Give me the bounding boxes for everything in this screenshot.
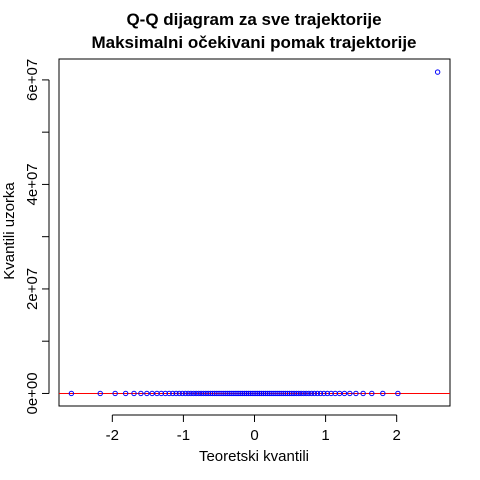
data-point — [369, 390, 375, 397]
plot-area — [58, 58, 451, 407]
data-point — [306, 390, 312, 397]
data-point — [173, 390, 179, 397]
data-point — [112, 390, 118, 397]
x-tick-label: 0 — [250, 427, 258, 444]
plot-frame — [58, 58, 451, 407]
data-point — [162, 390, 169, 397]
data-point — [341, 390, 348, 397]
x-tick-label: -2 — [106, 427, 119, 444]
data-point — [97, 390, 103, 397]
data-point — [193, 390, 199, 397]
data-point — [185, 390, 191, 397]
data-point — [380, 390, 386, 397]
y-tick-label: 2e+07 — [24, 268, 41, 310]
x-tick-label: 1 — [321, 427, 329, 444]
chart-subtitle: Maksimalni očekivani pomak trajektorije — [91, 33, 416, 52]
data-point — [245, 390, 252, 397]
data-point — [360, 390, 366, 397]
data-point — [434, 69, 441, 75]
data-point — [262, 390, 269, 397]
data-point — [260, 390, 267, 397]
data-point — [238, 390, 244, 397]
data-point — [253, 390, 259, 397]
x-tick-label: 2 — [393, 427, 401, 444]
data-point — [314, 390, 321, 397]
data-point — [166, 390, 172, 397]
data-point — [317, 390, 324, 397]
data-point — [395, 390, 401, 397]
data-point — [170, 390, 176, 397]
data-point — [190, 390, 197, 397]
data-point — [303, 390, 309, 397]
data-point — [144, 390, 150, 397]
y-axis: 0e+00 2e+07 4e+07 6e+07 — [24, 59, 50, 415]
data-point — [249, 390, 255, 397]
data-point — [68, 390, 75, 397]
data-point — [255, 390, 261, 397]
y-tick-label: 0e+00 — [24, 372, 41, 414]
data-point — [247, 390, 253, 397]
data-point — [131, 390, 137, 397]
data-point — [308, 390, 315, 397]
data-point — [176, 390, 182, 397]
data-point — [347, 390, 353, 397]
data-point — [353, 390, 359, 397]
data-point — [243, 390, 250, 397]
data-point — [311, 390, 318, 397]
data-point — [138, 390, 144, 397]
data-point — [232, 390, 238, 397]
data-point — [241, 390, 248, 397]
y-tick-label: 6e+07 — [24, 59, 41, 101]
data-point — [236, 390, 242, 397]
data-points — [68, 69, 441, 397]
x-tick-label: -1 — [177, 427, 190, 444]
data-point — [298, 390, 304, 397]
data-point — [264, 390, 270, 397]
y-axis-label: Kvantili uzorka — [1, 182, 18, 280]
data-point — [300, 390, 307, 397]
chart-title: Q-Q dijagram za sve trajektorije — [126, 10, 381, 29]
data-point — [179, 390, 186, 397]
data-point — [296, 390, 302, 397]
data-point — [188, 390, 194, 397]
data-point — [321, 390, 327, 397]
data-point — [256, 390, 263, 397]
data-point — [182, 390, 189, 397]
data-point — [251, 390, 257, 397]
data-point — [324, 390, 331, 397]
data-point — [234, 390, 240, 397]
data-point — [258, 390, 265, 397]
y-tick-label: 4e+07 — [24, 163, 41, 205]
data-point — [122, 390, 129, 397]
x-axis: -2 -1 0 1 2 — [106, 414, 401, 444]
x-axis-label: Teoretski kvantili — [199, 448, 309, 465]
data-point — [239, 390, 246, 397]
